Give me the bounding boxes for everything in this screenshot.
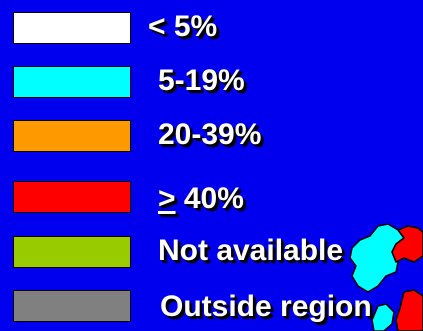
legend-item-5-19: 5-19% [0, 60, 423, 100]
map-region-red-east [391, 225, 423, 264]
swatch-gray [13, 290, 131, 322]
swatch-cyan [13, 66, 131, 98]
legend-label-5-19: 5-19% [158, 64, 245, 97]
legend-label-40-plus-value: 40% [175, 182, 244, 215]
swatch-orange [13, 120, 131, 152]
swatch-white [13, 12, 131, 44]
legend-label-outside-region: Outside region [160, 290, 372, 323]
swatch-red [13, 181, 131, 213]
legend-item-40-plus: > 40% [0, 177, 423, 217]
legend-item-under-5: < 5% [0, 6, 423, 46]
legend-item-not-available: Not available [0, 232, 423, 272]
legend-label-under-5: < 5% [148, 10, 218, 43]
swatch-green [13, 236, 131, 268]
map-region-cyan [349, 223, 406, 293]
map-region-cyan-small [371, 303, 395, 331]
legend-label-not-available: Not available [158, 234, 344, 267]
legend-label-20-39: 20-39% [158, 118, 262, 151]
map-region-red-south [395, 289, 423, 331]
legend-item-outside-region: Outside region [0, 287, 423, 327]
greater-equal-symbol: > [158, 182, 176, 215]
legend-item-20-39: 20-39% [0, 114, 423, 154]
legend-label-40-plus: > 40% [158, 182, 244, 216]
